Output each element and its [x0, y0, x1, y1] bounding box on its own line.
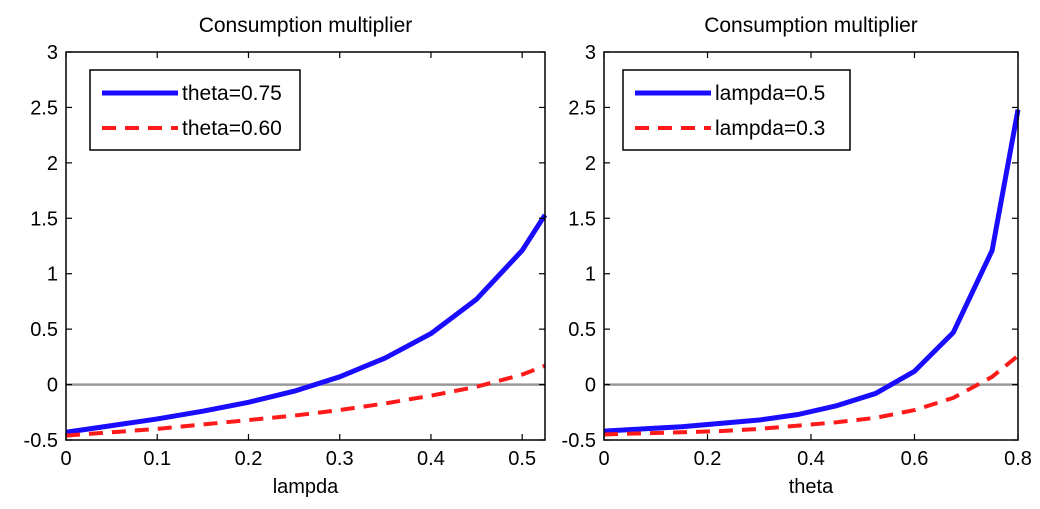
- y-tick-label: -0.5: [24, 430, 58, 452]
- chart-title: Consumption multiplier: [704, 14, 918, 37]
- legend: theta=0.75 theta=0.60: [89, 69, 301, 151]
- series-line-2: [65, 363, 546, 438]
- chart-title: Consumption multiplier: [199, 14, 413, 37]
- legend-box: [89, 69, 301, 151]
- x-axis-label: theta: [789, 476, 834, 498]
- y-tick-label: -0.5: [562, 430, 596, 452]
- y-tick-label: 2: [585, 153, 596, 175]
- y-tick-label: 2.5: [568, 97, 596, 119]
- y-tick-label: 0: [585, 375, 596, 397]
- series-line-2: [603, 354, 1020, 437]
- x-tick-label: 0.4: [417, 448, 445, 470]
- x-tick-label: 0.3: [326, 448, 354, 470]
- x-tick-label: 0: [60, 448, 71, 470]
- legend-box: [622, 69, 851, 151]
- legend: lampda=0.5 lampda=0.3: [622, 69, 851, 151]
- y-tick-label: 1.5: [568, 208, 596, 230]
- series-line-1: [65, 213, 548, 435]
- x-tick-label: 0.2: [235, 448, 263, 470]
- plot-frame: [65, 51, 546, 441]
- y-tick-label: 0: [47, 375, 58, 397]
- x-tick-label: 0.6: [901, 448, 929, 470]
- y-tick-label: 0.5: [30, 319, 58, 341]
- y-tick-label: 2: [47, 153, 58, 175]
- legend-label-1: lampda=0.5: [715, 82, 825, 105]
- legend-label-2: lampda=0.3: [715, 117, 825, 140]
- y-tick-label: 2.5: [30, 97, 58, 119]
- y-tick-label: 3: [585, 42, 596, 64]
- chart-1: Consumption multiplier 0 0.1 0.2 0.3 0.4 0.5 -0…: [24, 14, 548, 498]
- legend-label-2: theta=0.60: [182, 117, 282, 140]
- legend-label-1: theta=0.75: [182, 82, 282, 105]
- x-tick-label: 0.8: [1004, 448, 1032, 470]
- y-tick-label: 1: [585, 264, 596, 286]
- x-axis-label: lampda: [273, 476, 339, 498]
- x-tick-label: 0.5: [508, 448, 536, 470]
- y-tick-label: 0.5: [568, 319, 596, 341]
- x-tick-label: 0: [598, 448, 609, 470]
- x-tick-label: 0.2: [694, 448, 722, 470]
- x-tick-label: 0.1: [143, 448, 171, 470]
- y-tick-label: 1.5: [30, 208, 58, 230]
- series-line-1: [603, 109, 1021, 434]
- y-tick-label: 1: [47, 264, 58, 286]
- x-tick-label: 0.4: [797, 448, 825, 470]
- y-tick-label: 3: [47, 42, 58, 64]
